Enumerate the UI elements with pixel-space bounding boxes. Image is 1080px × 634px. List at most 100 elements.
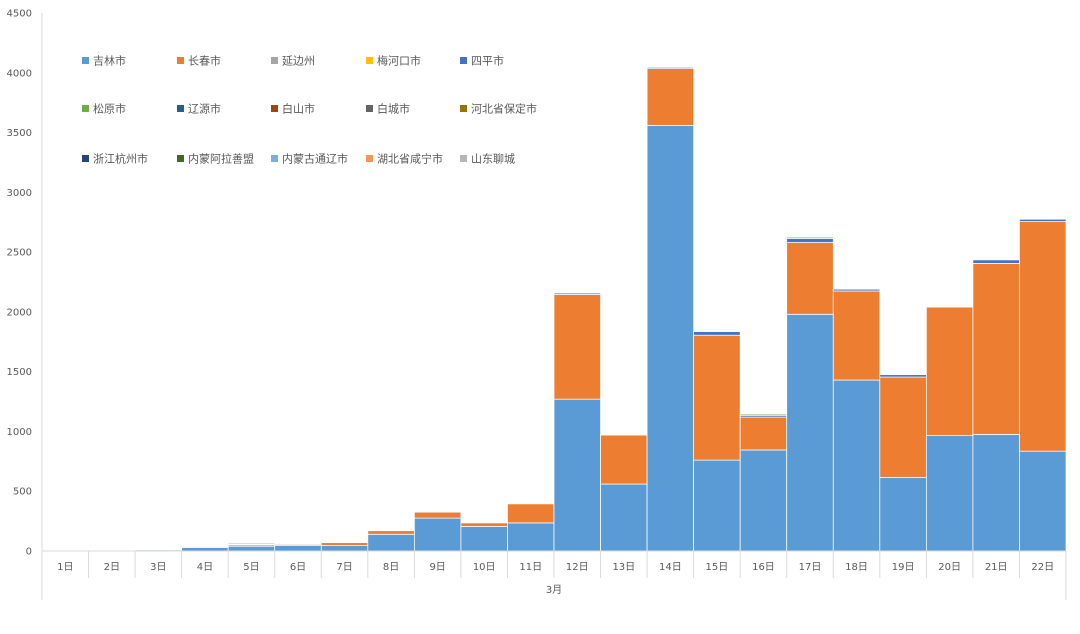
legend-swatch [177, 57, 184, 64]
bar-segment [925, 435, 974, 552]
bar-segment [832, 288, 881, 292]
legend-swatch [177, 105, 184, 112]
y-tick-label: 2500 [7, 248, 32, 259]
bar-segment [646, 68, 695, 126]
bar-segment [693, 331, 741, 336]
legend-label: 四平市 [471, 54, 504, 68]
bar-segment [553, 292, 601, 295]
bar-segment [693, 459, 741, 552]
legend-item: 内蒙阿拉善盟 [177, 152, 254, 166]
x-tick-label: 19日 [892, 562, 915, 573]
bar-segment [925, 306, 974, 437]
y-axis: 0 500 1000 1500 2000 2500 3000 3500 4000 4500 [7, 9, 43, 558]
legend-swatch [271, 155, 278, 162]
bar-segment [320, 545, 369, 552]
x-tick-label: 13日 [612, 562, 635, 573]
legend-label: 松原市 [93, 102, 126, 116]
legend-swatch [366, 105, 373, 112]
x-tick-label: 20日 [938, 562, 961, 573]
bar-segment [367, 530, 415, 535]
legend-label: 辽源市 [188, 102, 221, 116]
legend-label: 延边州 [282, 55, 315, 68]
legend-swatch [271, 105, 278, 112]
legend-label: 山东聊城 [471, 152, 515, 166]
bar-segment [1019, 450, 1067, 552]
y-tick-label: 4500 [7, 9, 32, 20]
bar-segment [367, 533, 415, 552]
legend-label: 长春市 [188, 54, 221, 68]
x-axis: 1日 2日 3日 4日 5日 6日 7日 8日 9日 10日 11日 12日 13日 14日 15日 16日 1… [41, 550, 1067, 600]
bar-segment [832, 290, 881, 381]
y-tick-label: 1000 [7, 427, 32, 438]
legend-item: 山东聊城 [460, 152, 515, 166]
legend-label: 浙江杭州市 [93, 152, 148, 166]
x-tick-label: 5日 [243, 562, 259, 573]
x-tick-label: 14日 [659, 562, 682, 573]
legend-swatch [177, 155, 184, 162]
bar-segment [553, 294, 601, 400]
legend-label: 梅河口市 [377, 54, 421, 68]
legend-swatch [82, 57, 89, 64]
bar-segment [972, 259, 1020, 264]
bar-segment [1019, 221, 1067, 452]
legend-item: 内蒙古通辽市 [271, 152, 348, 166]
y-tick-label: 3500 [7, 128, 32, 139]
legend-item: 辽源市 [177, 102, 221, 116]
bar-segment [786, 242, 834, 315]
bar-segment [739, 413, 788, 416]
x-tick-label: 2日 [104, 562, 120, 573]
bar-segment [693, 334, 741, 461]
legend-label: 内蒙阿拉善盟 [188, 152, 254, 166]
y-tick-label: 3000 [7, 188, 32, 199]
legend-item: 松原市 [82, 102, 126, 116]
bar-segment [413, 511, 462, 519]
bar-segment [600, 434, 648, 485]
legend-swatch [82, 105, 89, 112]
bar-segment [879, 477, 927, 552]
bar-segment [600, 483, 648, 552]
bar-segment [507, 503, 555, 524]
legend-label: 吉林市 [93, 54, 126, 68]
legend-item: 白城市 [366, 102, 410, 116]
x-tick-label: 16日 [752, 562, 775, 573]
x-tick-label: 11日 [519, 562, 542, 573]
bar-segment [367, 529, 415, 531]
bar-segment [413, 517, 462, 552]
bar-segment [460, 526, 508, 552]
x-tick-label: 3日 [150, 562, 166, 573]
y-tick-label: 500 [13, 487, 32, 498]
bar-segment [134, 548, 183, 550]
x-tick-label: 9日 [429, 562, 445, 573]
bar-segment [460, 522, 508, 527]
x-tick-label: 18日 [845, 562, 868, 573]
legend-item: 梅河口市 [366, 54, 421, 68]
bar-segment [227, 545, 276, 552]
legend-item: 河北省保定市 [460, 102, 537, 116]
x-tick-label: 15日 [706, 562, 729, 573]
legend-item: 吉林市 [82, 54, 126, 68]
bar-segment [274, 545, 322, 552]
bar-segment [879, 376, 927, 478]
y-tick-label: 4000 [7, 68, 32, 79]
legend-label: 河北省保定市 [471, 102, 537, 116]
legend-label: 白山市 [282, 102, 315, 116]
legend-label: 湖北省咸宁市 [377, 152, 443, 166]
bar-segment [181, 545, 229, 547]
x-tick-label: 4日 [197, 562, 213, 573]
bar-segment [507, 502, 555, 505]
bar-segment [786, 236, 834, 239]
bar-segment [739, 416, 788, 451]
legend-swatch [460, 57, 467, 64]
bar-segment [646, 125, 695, 552]
bar-segment [181, 547, 229, 552]
legend-item: 长春市 [177, 54, 221, 68]
x-tick-label: 7日 [336, 562, 352, 573]
legend-swatch [366, 155, 373, 162]
bar-segment [832, 379, 881, 552]
legend-item: 延边州 [271, 55, 315, 68]
x-tick-label: 22日 [1031, 562, 1054, 573]
bar-segment [972, 263, 1020, 435]
